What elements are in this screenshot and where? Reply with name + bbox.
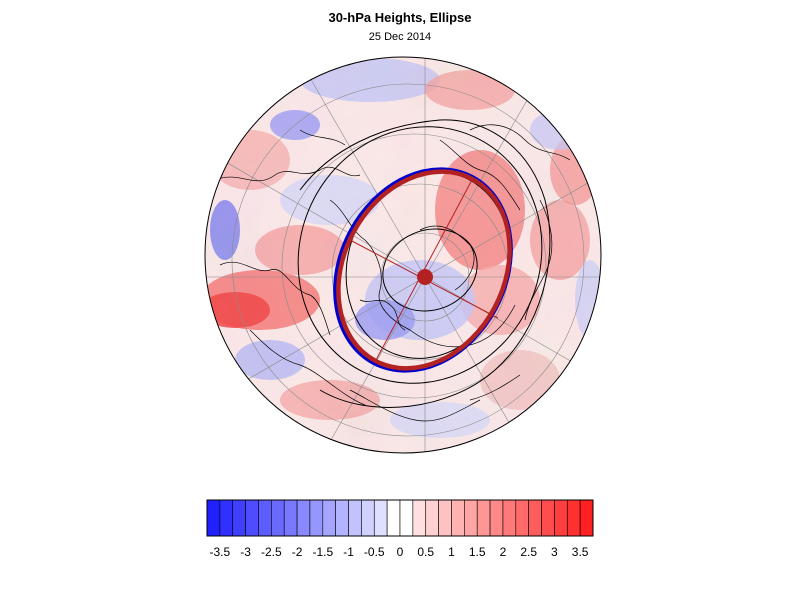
colorbar-cell — [399, 499, 414, 537]
ellipse-center — [417, 269, 433, 285]
colorbar-tick-label: 2.5 — [520, 545, 537, 559]
colorbar-cell — [451, 499, 465, 537]
colorbar-tick-label: 0.5 — [417, 545, 435, 559]
colorbar-tick-label: 1.5 — [468, 545, 486, 559]
colorbar-cell — [335, 499, 349, 537]
colorbar-cell — [206, 499, 221, 537]
colorbar-tick-label: -1.5 — [312, 545, 334, 559]
colorbar-cell — [322, 499, 336, 537]
colorbar-tick-label: 0 — [396, 545, 404, 559]
colorbar-tick-label: 3.5 — [571, 545, 589, 559]
colorbar-cell — [476, 499, 491, 537]
colorbar-cell — [348, 499, 362, 537]
colorbar-cell — [541, 499, 555, 537]
colorbar-cell — [502, 499, 517, 537]
colorbar-cell — [515, 499, 529, 537]
colorbar-tick-label: -0.5 — [363, 545, 385, 559]
colorbar-cell — [412, 499, 427, 537]
colorbar-tick-label: 1 — [448, 545, 455, 559]
colorbar-cell — [464, 499, 478, 537]
colorbar-cell — [361, 499, 375, 537]
colorbar-tick-label: -2 — [291, 545, 303, 559]
meridian-line — [274, 276, 426, 453]
colorbar-cell — [245, 499, 259, 537]
globe-border — [204, 56, 602, 454]
colorbar-cell — [283, 499, 298, 537]
anomaly-field — [205, 57, 601, 453]
colorbar-tick-label: -2.5 — [260, 545, 282, 559]
map-title: 30-hPa Heights, Ellipse — [328, 10, 472, 25]
colorbar-tick-label: 3 — [551, 545, 558, 559]
colorbar-tick-label: -1 — [343, 545, 354, 559]
colorbar-cell — [309, 499, 324, 537]
colorbar-cell — [258, 499, 272, 537]
vortex-ellipses — [333, 167, 513, 373]
meridian-line — [424, 126, 601, 278]
colorbar-tick-label: 2 — [499, 545, 507, 559]
colorbar-cell — [296, 499, 311, 537]
colorbar-cell — [386, 499, 401, 537]
colorbar-cell — [373, 499, 388, 537]
colorbar-tick-label: -3.5 — [209, 545, 231, 559]
meridian-line — [424, 276, 576, 453]
map-date: 25 Dec 2014 — [368, 31, 432, 43]
colorbar-cell — [489, 499, 504, 537]
colorbar-cell — [554, 499, 568, 537]
colorbar-cell — [425, 499, 439, 537]
coastlines — [214, 124, 571, 422]
colorbar-cell — [566, 499, 581, 537]
colorbar-cell — [579, 499, 594, 537]
colorbar-cell — [271, 499, 285, 537]
colorbar-cell — [232, 499, 246, 537]
colorbar-cell — [528, 499, 542, 537]
colorbar-tick-label: -3 — [240, 545, 251, 559]
colorbar-cell — [438, 499, 452, 537]
colorbar-cell — [219, 499, 234, 537]
